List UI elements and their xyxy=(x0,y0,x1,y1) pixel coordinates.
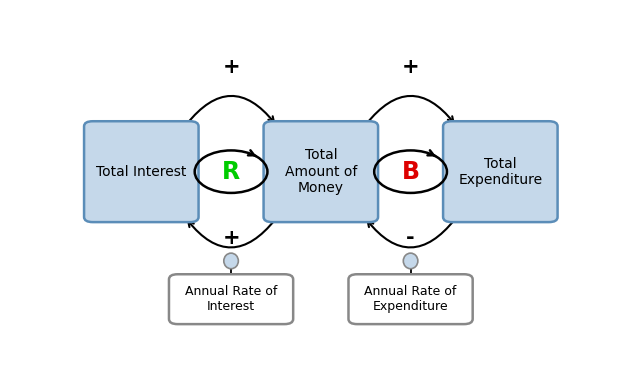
Text: +: + xyxy=(222,228,240,248)
Text: +: + xyxy=(402,57,419,77)
Text: -: - xyxy=(406,228,415,248)
FancyBboxPatch shape xyxy=(349,274,473,324)
Text: Total
Expenditure: Total Expenditure xyxy=(458,156,542,187)
FancyBboxPatch shape xyxy=(264,121,378,222)
FancyBboxPatch shape xyxy=(443,121,558,222)
FancyBboxPatch shape xyxy=(84,121,198,222)
Ellipse shape xyxy=(403,253,418,269)
Text: Total
Amount of
Money: Total Amount of Money xyxy=(285,148,357,195)
Text: +: + xyxy=(222,57,240,77)
Text: B: B xyxy=(401,160,419,184)
FancyBboxPatch shape xyxy=(169,274,293,324)
Ellipse shape xyxy=(223,253,239,269)
Text: R: R xyxy=(222,160,240,184)
Text: Total Interest: Total Interest xyxy=(96,164,187,179)
Text: Annual Rate of
Expenditure: Annual Rate of Expenditure xyxy=(364,285,457,313)
Text: Annual Rate of
Interest: Annual Rate of Interest xyxy=(185,285,277,313)
